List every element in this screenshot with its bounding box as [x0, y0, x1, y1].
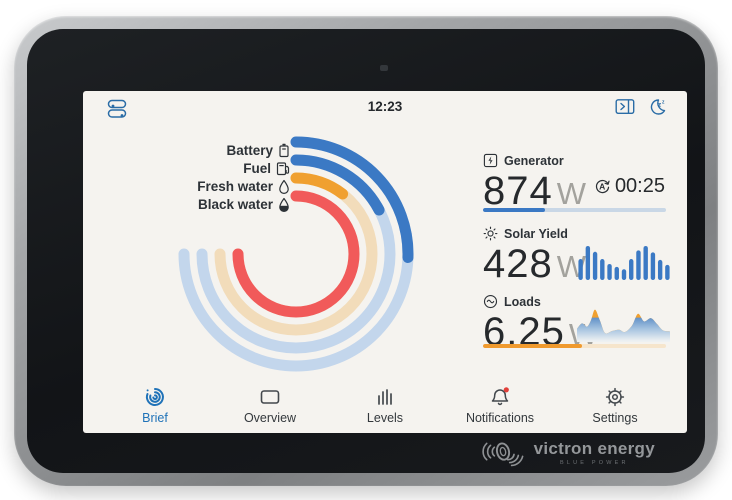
gauge-fill-1 — [290, 154, 385, 216]
generator-progress-bar — [483, 208, 666, 212]
nav-label: Settings — [592, 411, 638, 425]
clock: 12:23 — [367, 99, 403, 114]
gauge-label-black-water: Black water — [113, 195, 290, 213]
gauge-label-fresh-water: Fresh water — [113, 177, 290, 195]
menu-toggle-icon[interactable] — [105, 97, 131, 121]
nav-tab-overview[interactable]: Overview — [228, 386, 312, 425]
device-bezel: 12:23 z z — [27, 29, 705, 473]
sun-icon — [483, 226, 498, 241]
solar-tile-label: Solar Yield — [483, 226, 673, 241]
fuel-pump-icon — [276, 161, 290, 175]
solar-bar — [592, 251, 598, 280]
topbar-right-icons: z z — [615, 97, 669, 116]
sleep-moon-icon[interactable]: z z — [648, 97, 669, 116]
solar-bar — [636, 250, 641, 280]
gauge-fill-0 — [290, 136, 414, 264]
gear-icon — [605, 387, 625, 407]
nav-label: Overview — [243, 411, 297, 425]
nav-label: Notifications — [465, 411, 535, 425]
generator-value: 874 W — [483, 171, 673, 211]
overview-pages-icon — [260, 390, 280, 404]
battery-icon — [279, 143, 289, 157]
solar-bar — [650, 252, 656, 280]
nav-tab-settings[interactable]: Settings — [573, 386, 657, 425]
solar-bar — [643, 246, 648, 280]
solar-bar — [657, 259, 663, 280]
loads-label-text: Loads — [504, 294, 541, 309]
ac-loads-icon — [483, 294, 498, 309]
bottom-nav: Brief Overview Levels — [83, 386, 687, 425]
nav-tab-levels[interactable]: Levels — [343, 386, 427, 425]
gauge-labels: Battery Fuel Fresh wat — [113, 141, 290, 213]
gauge-label-text: Battery — [226, 142, 273, 158]
logo-text: victron energy — [533, 439, 655, 458]
gauge-label-text: Black water — [197, 196, 273, 212]
generator-runtime-text: 00:25 — [614, 175, 665, 197]
solar-bar — [600, 259, 605, 280]
gauge-fill-3 — [232, 190, 360, 318]
notification-badge-dot — [503, 387, 509, 393]
loads-area-blue — [577, 317, 670, 342]
nav-label: Levels — [366, 411, 404, 425]
screen: 12:23 z z — [83, 91, 687, 433]
bell-icon — [491, 387, 509, 406]
toggles-icon — [107, 99, 127, 118]
gauge-label-text: Fresh water — [197, 178, 273, 194]
loads-tile-label: Loads — [483, 294, 673, 309]
gauge-label-text: Fuel — [243, 160, 271, 176]
svg-text:z: z — [662, 100, 665, 106]
generator-tile-label: Generator — [483, 153, 673, 168]
gauge-fill-2 — [290, 172, 349, 200]
solar-bar — [621, 269, 627, 280]
solar-watts: 428 — [483, 242, 553, 286]
generator-unit: W — [556, 176, 588, 211]
generator-icon — [483, 153, 498, 168]
gx-touch-device: 12:23 z z — [14, 16, 718, 486]
solar-bar — [578, 259, 583, 280]
gauge-label-fuel: Fuel — [113, 159, 290, 177]
auto-start-icon: A — [595, 179, 610, 194]
victron-swirl-icon — [482, 442, 524, 467]
solar-bar — [585, 246, 591, 280]
solar-label-text: Solar Yield — [504, 226, 568, 241]
generator-progress-fill — [483, 208, 546, 212]
solar-value: 428 W — [483, 244, 673, 284]
pages-icon[interactable] — [615, 98, 635, 115]
gauge-label-battery: Battery — [113, 141, 290, 159]
solar-bar — [614, 266, 619, 280]
nav-label: Brief — [142, 411, 168, 425]
nav-tab-notifications[interactable]: Notifications — [458, 386, 542, 425]
levels-bars-icon — [378, 389, 392, 405]
loads-area-chart — [577, 309, 670, 342]
tank-battery-arc-gauges — [178, 136, 414, 372]
camera-dot — [380, 65, 388, 71]
loads-progress-fill — [483, 344, 582, 348]
solar-yield-bar-chart — [578, 246, 670, 280]
svg-text:A: A — [599, 182, 605, 192]
generator-label-text: Generator — [504, 153, 564, 168]
solar-bar — [607, 263, 612, 280]
solar-bar — [629, 259, 634, 280]
solar-bar — [665, 264, 670, 280]
black-water-drop-icon — [279, 197, 289, 212]
svg-text:z: z — [658, 102, 662, 109]
generator-runtime: A 00:25 — [594, 175, 665, 198]
generator-watts: 874 — [483, 169, 553, 213]
brief-spiral-icon — [145, 388, 164, 406]
loads-progress-bar — [483, 344, 666, 348]
logo-subtext: BLUE POWER — [559, 460, 629, 466]
solar-tile[interactable]: Solar Yield 428 W — [483, 226, 673, 285]
water-drop-icon — [279, 179, 289, 194]
nav-tab-brief[interactable]: Brief — [113, 386, 197, 425]
generator-tile[interactable]: Generator 874 W — [483, 153, 673, 212]
victron-logo: victron energy BLUE POWER — [480, 438, 655, 468]
